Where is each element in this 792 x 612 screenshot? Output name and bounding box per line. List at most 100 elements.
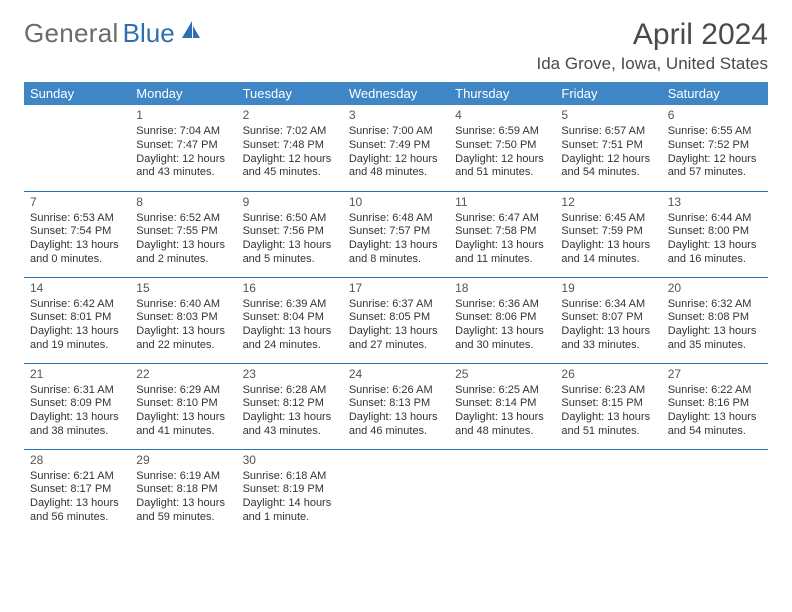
sunrise-text: Sunrise: 6:31 AM <box>30 384 124 398</box>
calendar-week-row: 14Sunrise: 6:42 AMSunset: 8:01 PMDayligh… <box>24 277 768 363</box>
sunrise-text: Sunrise: 6:28 AM <box>243 384 337 398</box>
calendar-day-cell: 23Sunrise: 6:28 AMSunset: 8:12 PMDayligh… <box>237 363 343 449</box>
calendar-day-cell: 21Sunrise: 6:31 AMSunset: 8:09 PMDayligh… <box>24 363 130 449</box>
weekday-header: Sunday <box>24 82 130 105</box>
calendar-day-cell: 8Sunrise: 6:52 AMSunset: 7:55 PMDaylight… <box>130 191 236 277</box>
calendar-day-cell: 30Sunrise: 6:18 AMSunset: 8:19 PMDayligh… <box>237 449 343 535</box>
daylight-text: Daylight: 13 hours and 16 minutes. <box>668 239 762 267</box>
day-number: 29 <box>136 453 230 468</box>
day-number: 30 <box>243 453 337 468</box>
calendar-day-cell: 28 Sunrise: 6:21 AMSunset: 8:17 PMDayligh… <box>24 449 130 535</box>
sunrise-text: Sunrise: 7:02 AM <box>243 125 337 139</box>
daylight-text: Daylight: 13 hours and 27 minutes. <box>349 325 443 353</box>
day-number: 12 <box>561 195 655 210</box>
day-number: 1 <box>136 108 230 123</box>
sunset-text: Sunset: 7:55 PM <box>136 225 230 239</box>
daylight-text: Daylight: 13 hours and 33 minutes. <box>561 325 655 353</box>
sunset-text: Sunset: 8:07 PM <box>561 311 655 325</box>
calendar-day-cell: 10Sunrise: 6:48 AMSunset: 7:57 PMDayligh… <box>343 191 449 277</box>
calendar-week-row: 7Sunrise: 6:53 AMSunset: 7:54 PMDaylight… <box>24 191 768 277</box>
calendar-day-cell: 18 Sunrise: 6:36 AMSunset: 8:06 PMDayligh… <box>449 277 555 363</box>
brand-general-text: General <box>24 18 119 49</box>
sunset-text: Sunset: 7:54 PM <box>30 225 124 239</box>
day-number: 25 <box>455 367 549 382</box>
sunset-text: Sunset: 8:01 PM <box>30 311 124 325</box>
day-number: 18 <box>455 281 549 296</box>
daylight-text: Daylight: 13 hours and 30 minutes. <box>455 325 549 353</box>
day-number: 27 <box>668 367 762 382</box>
calendar-day-cell: 24Sunrise: 6:26 AMSunset: 8:13 PMDayligh… <box>343 363 449 449</box>
sunrise-text: Sunrise: 7:00 AM <box>349 125 443 139</box>
day-number: 14 <box>30 281 124 296</box>
daylight-text: Daylight: 13 hours and 54 minutes. <box>668 411 762 439</box>
day-number: 19 <box>561 281 655 296</box>
sunrise-text: Sunrise: 6:47 AM <box>455 212 549 226</box>
sunrise-text: Sunrise: 6:53 AM <box>30 212 124 226</box>
day-number: 3 <box>349 108 443 123</box>
sunrise-text: Sunrise: 6:25 AM <box>455 384 549 398</box>
calendar-day-cell: 11Sunrise: 6:47 AMSunset: 7:58 PMDayligh… <box>449 191 555 277</box>
daylight-text: Daylight: 13 hours and 0 minutes. <box>30 239 124 267</box>
day-number: 11 <box>455 195 549 210</box>
calendar-header-row: SundayMondayTuesdayWednesdayThursdayFrid… <box>24 82 768 105</box>
calendar-day-cell: 7Sunrise: 6:53 AMSunset: 7:54 PMDaylight… <box>24 191 130 277</box>
sunrise-text: Sunrise: 6:42 AM <box>30 298 124 312</box>
sunset-text: Sunset: 8:06 PM <box>455 311 549 325</box>
daylight-text: Daylight: 12 hours and 51 minutes. <box>455 153 549 181</box>
month-title: April 2024 <box>536 18 768 52</box>
calendar-day-cell: 4Sunrise: 6:59 AMSunset: 7:50 PMDaylight… <box>449 105 555 191</box>
day-number: 13 <box>668 195 762 210</box>
daylight-text: Daylight: 13 hours and 2 minutes. <box>136 239 230 267</box>
daylight-text: Daylight: 14 hours and 1 minute. <box>243 497 337 525</box>
sunrise-text: Sunrise: 6:21 AM <box>30 470 124 484</box>
sunrise-text: Sunrise: 6:36 AM <box>455 298 549 312</box>
sunrise-text: Sunrise: 6:18 AM <box>243 470 337 484</box>
weekday-header: Wednesday <box>343 82 449 105</box>
brand-blue-text: Blue <box>123 18 175 49</box>
day-number: 21 <box>30 367 124 382</box>
calendar-week-row: 21 Sunrise: 6:31 AMSunset: 8:09 PM Dayligh… <box>24 363 768 449</box>
sunrise-text: Sunrise: 6:45 AM <box>561 212 655 226</box>
calendar-day-cell <box>449 449 555 535</box>
calendar-body: 1Sunrise: 7:04 AMSunset: 7:47 PMDaylight… <box>24 105 768 535</box>
day-number: 2 <box>243 108 337 123</box>
sunset-text: Sunset: 7:49 PM <box>349 139 443 153</box>
sunrise-text: Sunrise: 6:59 AM <box>455 125 549 139</box>
daylight-text: Daylight: 12 hours and 43 minutes. <box>136 153 230 181</box>
sunset-text: Sunset: 8:17 PM <box>30 483 124 497</box>
calendar-day-cell: 29Sunrise: 6:19 AMSunset: 8:18 PMDayligh… <box>130 449 236 535</box>
daylight-text: Daylight: 13 hours and 56 minutes. <box>30 497 124 525</box>
day-number: 24 <box>349 367 443 382</box>
day-number: 4 <box>455 108 549 123</box>
calendar-day-cell: 13Sunrise: 6:44 AMSunset: 8:00 PMDayligh… <box>662 191 768 277</box>
day-number: 17 <box>349 281 443 296</box>
sunrise-text: Sunrise: 6:40 AM <box>136 298 230 312</box>
calendar-day-cell <box>555 449 661 535</box>
calendar-day-cell: 22Sunrise: 6:29 AMSunset: 8:10 PMDayligh… <box>130 363 236 449</box>
day-number: 28 <box>30 453 124 468</box>
sunset-text: Sunset: 8:14 PM <box>455 397 549 411</box>
weekday-header: Saturday <box>662 82 768 105</box>
day-number: 16 <box>243 281 337 296</box>
daylight-text: Daylight: 13 hours and 8 minutes. <box>349 239 443 267</box>
calendar-day-cell: 16Sunrise: 6:39 AMSunset: 8:04 PMDayligh… <box>237 277 343 363</box>
daylight-text: Daylight: 13 hours and 43 minutes. <box>243 411 337 439</box>
sunset-text: Sunset: 8:08 PM <box>668 311 762 325</box>
daylight-text: Daylight: 13 hours and 48 minutes. <box>455 411 549 439</box>
day-number: 20 <box>668 281 762 296</box>
daylight-text: Daylight: 13 hours and 59 minutes. <box>136 497 230 525</box>
daylight-text: Daylight: 12 hours and 57 minutes. <box>668 153 762 181</box>
sunrise-text: Sunrise: 6:26 AM <box>349 384 443 398</box>
daylight-text: Daylight: 13 hours and 19 minutes. <box>30 325 124 353</box>
calendar-day-cell: 20Sunrise: 6:32 AMSunset: 8:08 PMDayligh… <box>662 277 768 363</box>
daylight-text: Daylight: 13 hours and 11 minutes. <box>455 239 549 267</box>
sunset-text: Sunset: 8:18 PM <box>136 483 230 497</box>
daylight-text: Daylight: 13 hours and 24 minutes. <box>243 325 337 353</box>
day-number: 8 <box>136 195 230 210</box>
calendar-day-cell: 19 Sunrise: 6:34 AMSunset: 8:07 PMDayligh… <box>555 277 661 363</box>
sunset-text: Sunset: 8:09 PM <box>30 397 124 411</box>
calendar-day-cell: 27Sunrise: 6:22 AMSunset: 8:16 PMDayligh… <box>662 363 768 449</box>
sunrise-text: Sunrise: 6:29 AM <box>136 384 230 398</box>
calendar-week-row: 1Sunrise: 7:04 AMSunset: 7:47 PMDaylight… <box>24 105 768 191</box>
sunrise-text: Sunrise: 6:34 AM <box>561 298 655 312</box>
